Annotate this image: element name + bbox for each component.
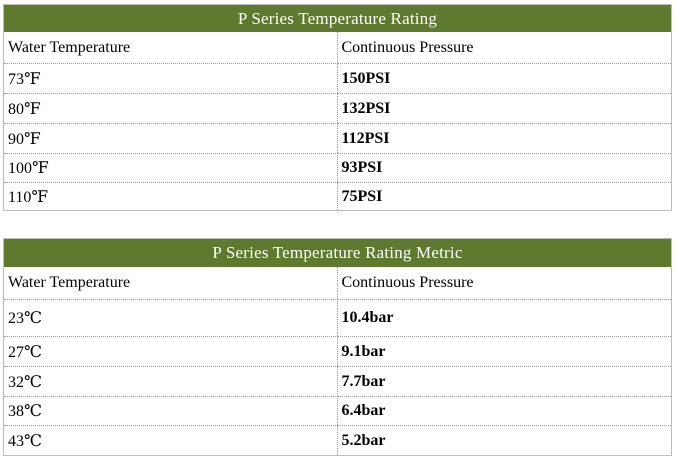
column-header-continuous-pressure: Continuous Pressure xyxy=(341,274,474,291)
temperature-cell: 100℉ xyxy=(4,153,338,182)
pressure-cell: 7.7bar xyxy=(337,366,671,396)
table-row: 100℉ 93PSI xyxy=(4,153,671,182)
table-row: 27℃ 9.1bar xyxy=(4,336,671,366)
temperature-cell: 73℉ xyxy=(4,63,338,93)
pressure-cell: 132PSI xyxy=(337,93,671,123)
pressure-cell: 5.2bar xyxy=(337,425,671,455)
temperature-cell: 90℉ xyxy=(4,123,338,153)
pressure-cell: 10.4bar xyxy=(337,299,671,336)
temperature-cell: 27℃ xyxy=(4,336,338,366)
column-header-water-temperature: Water Temperature xyxy=(4,32,338,63)
table-row: 110℉ 75PSI xyxy=(4,182,671,210)
table-row: 90℉ 112PSI xyxy=(4,123,671,153)
pressure-cell: 6.4bar xyxy=(337,396,671,425)
pressure-cell: 75PSI xyxy=(337,182,671,210)
table-row: 73℉ 150PSI xyxy=(4,63,671,93)
table-row: 38℃ 6.4bar xyxy=(4,396,671,425)
imperial-temperature-table: P Series Temperature Rating Water Temper… xyxy=(3,4,672,211)
table-row: 23℃ 10.4bar xyxy=(4,299,671,336)
temperature-cell: 80℉ xyxy=(4,93,338,123)
table-title: P Series Temperature Rating xyxy=(4,5,671,32)
temperature-cell: 110℉ xyxy=(4,182,338,210)
table-row: 43℃ 5.2bar xyxy=(4,425,671,455)
temperature-cell: 23℃ xyxy=(4,299,338,336)
pressure-cell: 112PSI xyxy=(337,123,671,153)
pressure-cell: 9.1bar xyxy=(337,336,671,366)
table-row: 32℃ 7.7bar xyxy=(4,366,671,396)
temperature-cell: 32℃ xyxy=(4,366,338,396)
table-row: 80℉ 132PSI xyxy=(4,93,671,123)
temperature-cell: 43℃ xyxy=(4,425,338,455)
column-header-continuous-pressure: Continuous Pressure xyxy=(341,38,474,56)
pressure-cell: 150PSI xyxy=(337,63,671,93)
pressure-cell: 93PSI xyxy=(337,153,671,182)
metric-temperature-table: P Series Temperature Rating Metric Water… xyxy=(3,238,672,456)
table-title: P Series Temperature Rating Metric xyxy=(4,239,671,267)
temperature-cell: 38℃ xyxy=(4,396,338,425)
column-header-water-temperature: Water Temperature xyxy=(4,267,338,299)
